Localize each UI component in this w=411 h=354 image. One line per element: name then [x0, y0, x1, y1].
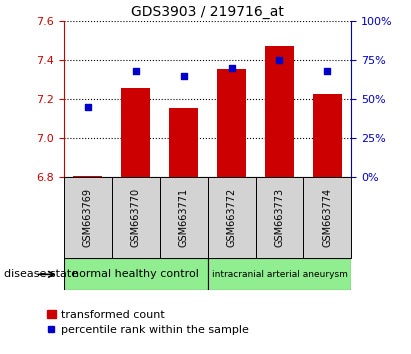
- Bar: [217, 69, 246, 177]
- Bar: [303, 177, 351, 258]
- Legend: transformed count, percentile rank within the sample: transformed count, percentile rank withi…: [47, 310, 249, 335]
- Bar: [73, 176, 102, 177]
- Point: [132, 68, 139, 74]
- Text: GSM663774: GSM663774: [323, 188, 332, 247]
- Point: [84, 104, 91, 110]
- Bar: [208, 177, 256, 258]
- Bar: [64, 258, 208, 290]
- Text: GSM663769: GSM663769: [83, 188, 92, 247]
- Title: GDS3903 / 219716_at: GDS3903 / 219716_at: [131, 5, 284, 19]
- Point: [276, 57, 283, 63]
- Text: GSM663772: GSM663772: [226, 188, 236, 247]
- Text: intracranial arterial aneurysm: intracranial arterial aneurysm: [212, 270, 347, 279]
- Text: GSM663773: GSM663773: [275, 188, 284, 247]
- Point: [180, 73, 187, 79]
- Bar: [64, 177, 112, 258]
- Text: GSM663770: GSM663770: [131, 188, 141, 247]
- Bar: [265, 46, 294, 177]
- Bar: [121, 88, 150, 177]
- Point: [228, 65, 235, 71]
- Bar: [313, 94, 342, 177]
- Text: disease state: disease state: [4, 269, 78, 279]
- Bar: [159, 177, 208, 258]
- Point: [324, 68, 331, 74]
- Bar: [208, 258, 351, 290]
- Text: normal healthy control: normal healthy control: [72, 269, 199, 279]
- Bar: [256, 177, 303, 258]
- Bar: [169, 108, 198, 177]
- Text: GSM663771: GSM663771: [179, 188, 189, 247]
- Bar: [112, 177, 159, 258]
